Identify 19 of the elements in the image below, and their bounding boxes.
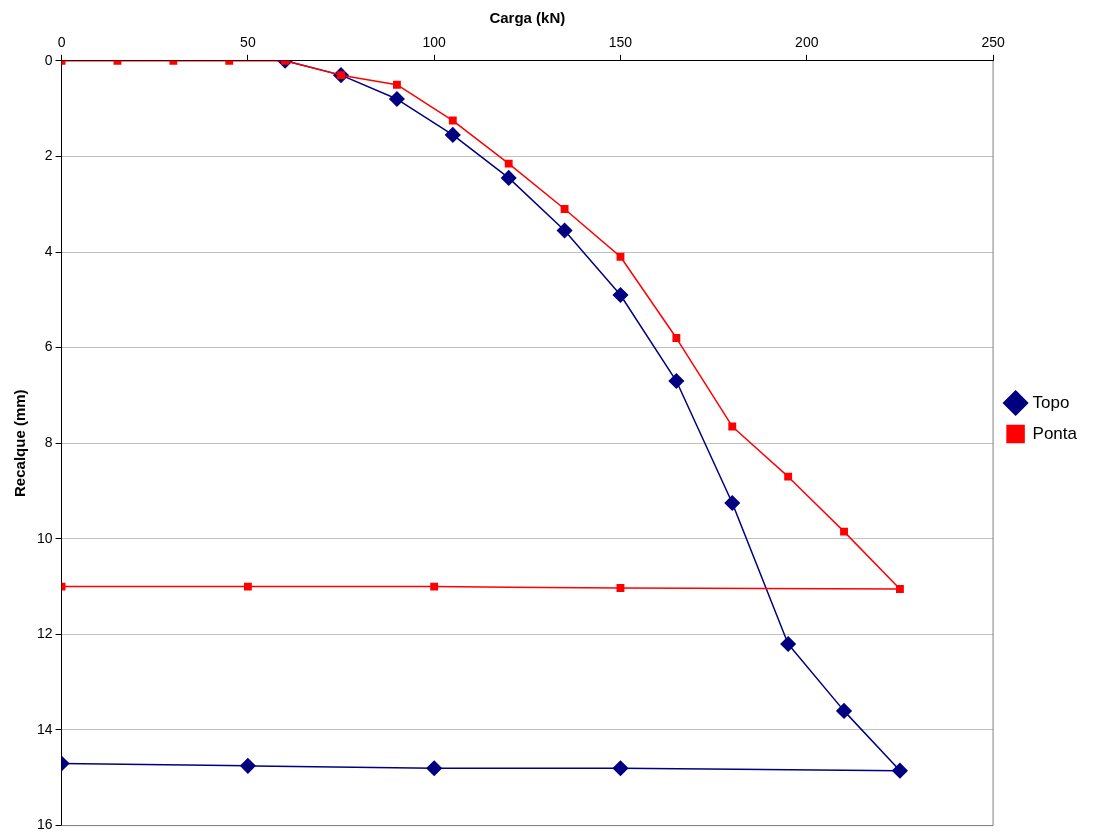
legend-label: Ponta — [1032, 423, 1078, 443]
y-tick-label: 16 — [36, 816, 53, 833]
x-tick-label: 200 — [795, 34, 819, 51]
y-tick-label: 8 — [44, 434, 53, 451]
x-tick-label: 150 — [608, 34, 633, 51]
y-tick-label: 4 — [44, 242, 53, 259]
x-tick-label: 100 — [422, 34, 447, 51]
x-tick-label: 0 — [57, 34, 66, 51]
x-tick-label: 50 — [240, 34, 256, 51]
y-tick-label: 2 — [44, 147, 53, 164]
y-tick-label: 14 — [36, 720, 53, 737]
x-axis-title: Carga (kN) — [489, 9, 566, 27]
y-axis-title: Recalque (mm) — [11, 389, 29, 497]
y-tick-label: 10 — [36, 529, 53, 546]
y-tick-label: 0 — [44, 51, 53, 68]
y-tick-label: 12 — [36, 625, 53, 642]
legend-label: Topo — [1032, 392, 1070, 412]
x-tick-label: 250 — [981, 34, 1005, 51]
y-tick-label: 6 — [44, 338, 53, 355]
